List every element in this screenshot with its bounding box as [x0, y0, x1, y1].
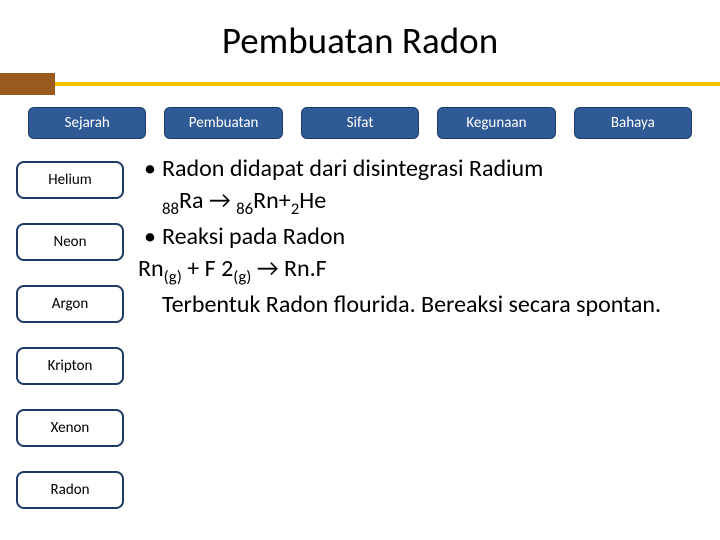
- eq1-sub-86: 86: [236, 198, 253, 219]
- tab-bahaya[interactable]: Bahaya: [574, 107, 692, 139]
- eq2-rn: Rn: [138, 254, 164, 283]
- main-area: Helium Neon Argon Kripton Xenon Radon • …: [0, 147, 720, 509]
- bullet-dot-icon: •: [138, 153, 162, 185]
- equation-1: 88Ra → 86Rn+2He: [138, 185, 708, 220]
- eq2-f2: + F 2: [182, 254, 233, 283]
- bullet-dot-icon: •: [138, 221, 162, 253]
- tab-pembuatan[interactable]: Pembuatan: [164, 107, 282, 139]
- sidebar-item-helium[interactable]: Helium: [16, 161, 124, 199]
- sidebar-item-neon[interactable]: Neon: [16, 223, 124, 261]
- accent-block: [0, 73, 55, 95]
- eq1-sub-2: 2: [291, 198, 300, 219]
- accent-line: [55, 82, 720, 86]
- eq2-sub-g1: (g): [164, 266, 182, 287]
- sidebar-item-argon[interactable]: Argon: [16, 285, 124, 323]
- bullet-2: • Reaksi pada Radon: [138, 221, 708, 253]
- sidebar-item-kripton[interactable]: Kripton: [16, 347, 124, 385]
- bullet-2-text: Reaksi pada Radon: [162, 221, 708, 253]
- line-3: Terbentuk Radon flourida. Bereaksi secar…: [138, 289, 708, 321]
- eq1-he: He: [299, 186, 326, 215]
- tab-sejarah[interactable]: Sejarah: [28, 107, 146, 139]
- equation-2: Rn(g) + F 2(g) → Rn.F: [138, 253, 708, 288]
- top-tabs: Sejarah Pembuatan Sifat Kegunaan Bahaya: [0, 101, 720, 147]
- sidebar-item-xenon[interactable]: Xenon: [16, 409, 124, 447]
- tab-kegunaan[interactable]: Kegunaan: [437, 107, 555, 139]
- sidebar: Helium Neon Argon Kripton Xenon Radon: [16, 151, 124, 509]
- bullet-1: • Radon didapat dari disintegrasi Radium: [138, 153, 708, 185]
- eq1-ra: Ra →: [179, 186, 236, 215]
- eq1-rn: Rn+: [253, 186, 291, 215]
- tab-sifat[interactable]: Sifat: [301, 107, 419, 139]
- content-body: • Radon didapat dari disintegrasi Radium…: [138, 151, 708, 509]
- eq1-sub-88: 88: [162, 198, 179, 219]
- sidebar-item-radon[interactable]: Radon: [16, 471, 124, 509]
- eq2-rnf: → Rn.F: [251, 254, 326, 283]
- divider-bar: [0, 73, 720, 95]
- bullet-1-text: Radon didapat dari disintegrasi Radium: [162, 153, 708, 185]
- eq2-sub-g2: (g): [233, 266, 251, 287]
- page-title: Pembuatan Radon: [0, 0, 720, 73]
